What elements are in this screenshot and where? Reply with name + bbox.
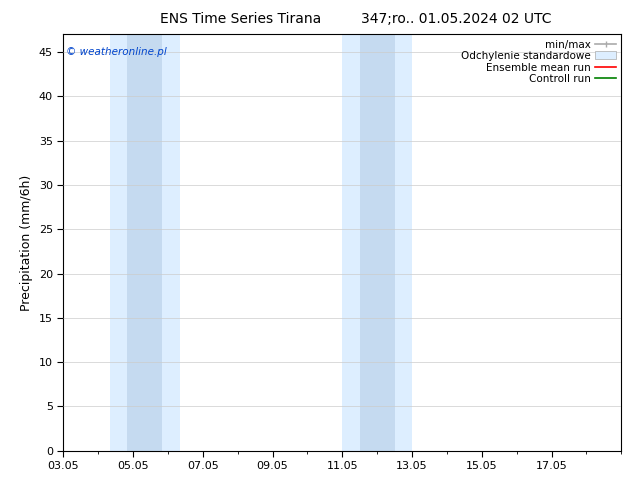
Bar — [342, 34, 412, 451]
Y-axis label: Precipitation (mm/6h): Precipitation (mm/6h) — [20, 174, 34, 311]
Bar — [110, 34, 179, 451]
Legend: min/max, Odchylenie standardowe, Ensemble mean run, Controll run: min/max, Odchylenie standardowe, Ensembl… — [459, 37, 618, 86]
Bar — [127, 34, 162, 451]
Text: © weatheronline.pl: © weatheronline.pl — [66, 47, 167, 57]
Bar — [359, 34, 394, 451]
Text: ENS Time Series Tirana: ENS Time Series Tirana — [160, 12, 321, 26]
Text: 347;ro.. 01.05.2024 02 UTC: 347;ro.. 01.05.2024 02 UTC — [361, 12, 552, 26]
